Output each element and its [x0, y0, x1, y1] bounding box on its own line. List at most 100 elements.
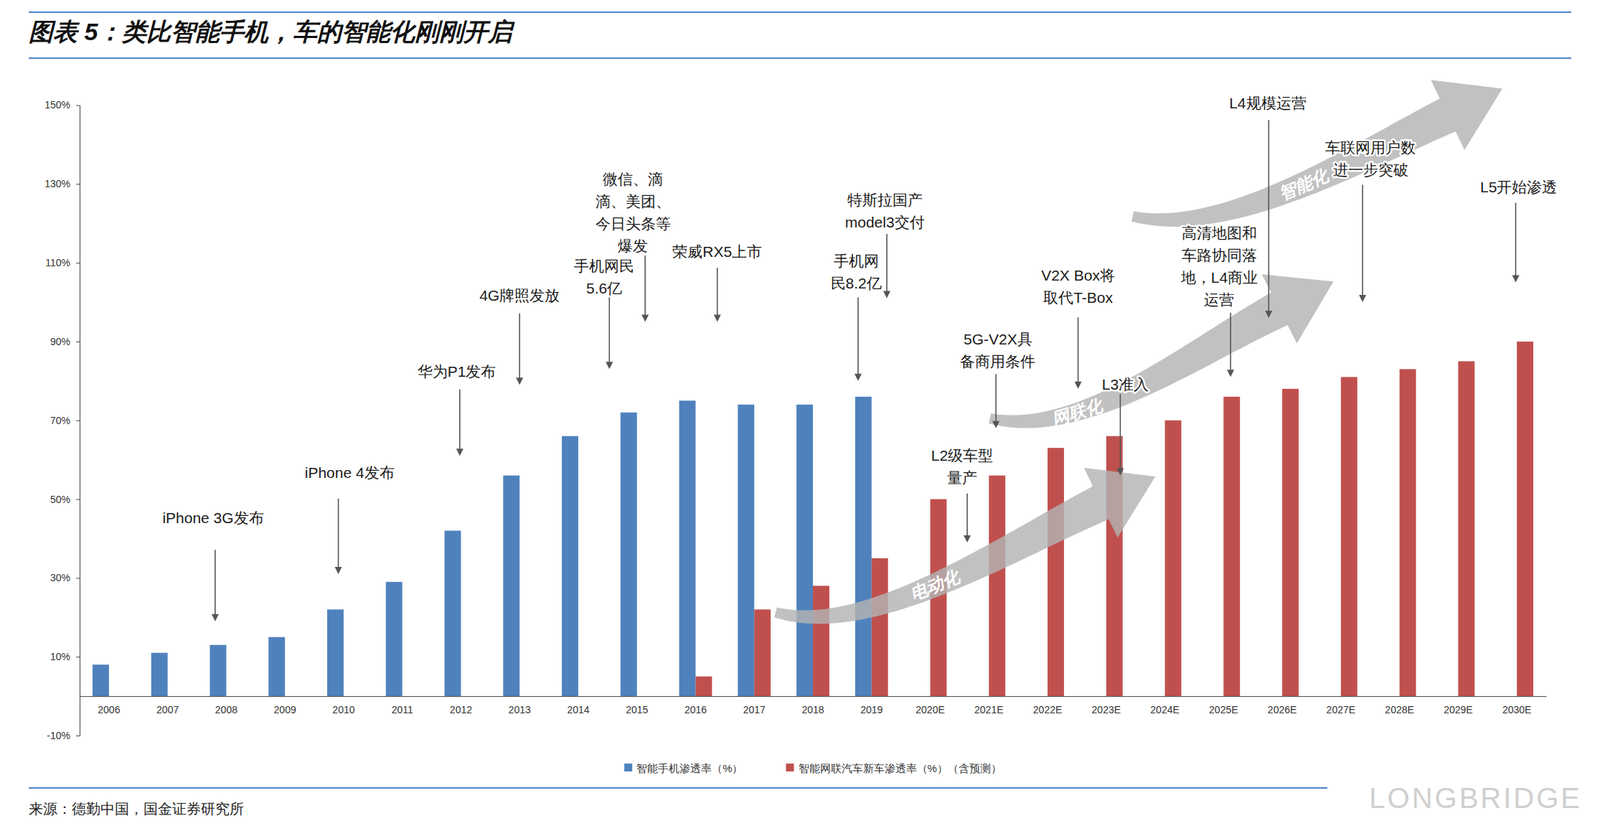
- annotation-text: L2级车型量产: [931, 446, 994, 486]
- annotation-line: 荣威RX5上市: [672, 243, 762, 260]
- x-tick-label: 2022E: [1033, 703, 1062, 716]
- annotation-arrowhead: [1264, 310, 1273, 318]
- x-tick-label: 2028E: [1384, 703, 1414, 716]
- y-tick: 130%: [44, 177, 80, 190]
- x-tick: 2028E: [1384, 703, 1414, 716]
- annotation-text: 5G-V2X具备商用条件: [960, 330, 1036, 369]
- annotation-arrow: [886, 233, 888, 293]
- annotation-text: 微信、滴滴、美团、今日头条等爆发: [595, 170, 671, 254]
- x-tick-label: 2017: [743, 703, 766, 716]
- y-tick: 110%: [45, 256, 80, 269]
- annotation-text: iPhone 4发布: [304, 463, 395, 480]
- bar: [1047, 447, 1065, 696]
- y-tick-label: 30%: [50, 571, 71, 584]
- x-tick-label: 2009: [274, 703, 297, 716]
- annotation-arrow: [644, 255, 646, 315]
- trend-arrows: [774, 79, 1503, 624]
- annotation-line: 5.6亿: [586, 279, 623, 296]
- chart-svg: 图表 5：类比智能手机，车的智能化刚刚开启-10%10%30%50%70%90%…: [0, 0, 1600, 831]
- legend-label: 智能网联汽车新车渗透率（%）（含预测）: [798, 761, 1002, 775]
- annotation-line: 备商用条件: [960, 352, 1036, 369]
- y-axis: -10%10%30%50%70%90%110%130%150%: [44, 99, 80, 742]
- annotation-line: 5G-V2X具: [963, 330, 1033, 347]
- annotation: L3准入: [1102, 375, 1149, 475]
- bar: [268, 637, 285, 696]
- annotation-arrowhead: [1116, 468, 1124, 476]
- annotation-arrowhead: [963, 535, 971, 543]
- annotation-text: L5开始渗透: [1480, 177, 1557, 195]
- annotation-text: 4G牌照发放: [479, 286, 560, 304]
- x-tick-label: 2016: [684, 703, 707, 716]
- x-tick: 2010: [332, 703, 355, 716]
- annotation-arrow: [518, 313, 521, 379]
- legend-item: 智能网联汽车新车渗透率（%）（含预测）: [786, 761, 1002, 775]
- annotations: iPhone 3G发布iPhone 4发布华为P1发布4G牌照发放手机网民5.6…: [162, 93, 1557, 621]
- annotation-text: L3准入: [1102, 375, 1149, 392]
- annotation-text: V2X Box将取代T-Box: [1041, 266, 1115, 305]
- y-tick-mark: [76, 735, 80, 737]
- y-tick-label: 70%: [50, 414, 71, 427]
- annotation-text: 车联网用户数进一步突破: [1325, 139, 1416, 178]
- x-tick: 2008: [215, 703, 238, 716]
- x-tick: 2021E: [974, 703, 1004, 716]
- annotation: V2X Box将取代T-Box: [1041, 266, 1115, 389]
- x-tick-label: 2024E: [1150, 703, 1179, 716]
- x-tick-label: 2014: [566, 703, 590, 716]
- annotation-text: iPhone 3G发布: [162, 508, 264, 526]
- annotation-line: 量产: [947, 468, 978, 486]
- annotation-arrowhead: [883, 291, 891, 299]
- x-tick: 2007: [156, 703, 179, 716]
- annotation-line: 手机网: [833, 252, 879, 270]
- title-rule: [28, 57, 1572, 59]
- annotation-text: 特斯拉国产model3交付: [845, 190, 925, 230]
- bar: [210, 645, 227, 696]
- annotation-arrowhead: [713, 314, 722, 322]
- annotation: 特斯拉国产model3交付: [845, 190, 925, 298]
- trend-arrow: [774, 467, 1156, 624]
- annotation: 手机网民8.2亿: [830, 252, 882, 381]
- y-tick-mark: [76, 183, 80, 185]
- x-tick-label: 2019: [860, 703, 883, 716]
- annotation-text: 荣威RX5上市: [672, 243, 762, 260]
- x-tick-label: 2008: [215, 703, 238, 716]
- bar: [871, 558, 889, 696]
- watermark: LONGBRIDGE: [1368, 782, 1583, 814]
- annotation: L5开始渗透: [1480, 177, 1557, 282]
- x-tick-label: 2020E: [915, 703, 945, 716]
- annotation-line: 车联网用户数: [1325, 139, 1416, 156]
- x-tick: 2015: [625, 703, 648, 716]
- annotation-arrowhead: [1074, 381, 1082, 389]
- bar: [796, 404, 813, 696]
- bar: [1399, 368, 1417, 696]
- annotation: 手机网民5.6亿: [573, 256, 635, 369]
- x-tick: 2011: [391, 703, 414, 716]
- annotation-line: 爆发: [617, 236, 648, 254]
- bar: [737, 404, 755, 696]
- annotation-line: iPhone 3G发布: [162, 508, 264, 526]
- x-axis-line: [80, 695, 1547, 697]
- x-tick: 2017: [743, 703, 766, 716]
- annotation: L4规模运营: [1229, 93, 1306, 318]
- annotation-arrowhead: [515, 377, 524, 385]
- annotation-arrowhead: [641, 314, 649, 322]
- annotation-arrow: [995, 373, 997, 422]
- x-tick: 2029E: [1443, 703, 1473, 716]
- annotation-line: model3交付: [845, 213, 925, 230]
- annotation: iPhone 3G发布: [162, 508, 264, 622]
- annotation-arrow: [1267, 119, 1270, 312]
- annotation-arrowhead: [1358, 294, 1367, 303]
- annotation: L2级车型量产: [931, 446, 994, 543]
- trend-arrow: [988, 274, 1334, 428]
- bar: [502, 475, 520, 696]
- x-tick-label: 2013: [508, 703, 531, 716]
- x-tick: 2009: [274, 703, 297, 716]
- y-tick-label: 90%: [50, 335, 71, 348]
- x-tick-label: 2025E: [1208, 703, 1238, 716]
- trend-label: 智能化: [1275, 165, 1333, 204]
- annotation-arrowhead: [456, 448, 464, 456]
- y-tick-mark: [76, 577, 80, 579]
- bar: [695, 676, 712, 696]
- annotation-line: 取代T-Box: [1043, 288, 1113, 305]
- y-tick-mark: [76, 105, 80, 107]
- bar: [1516, 341, 1534, 696]
